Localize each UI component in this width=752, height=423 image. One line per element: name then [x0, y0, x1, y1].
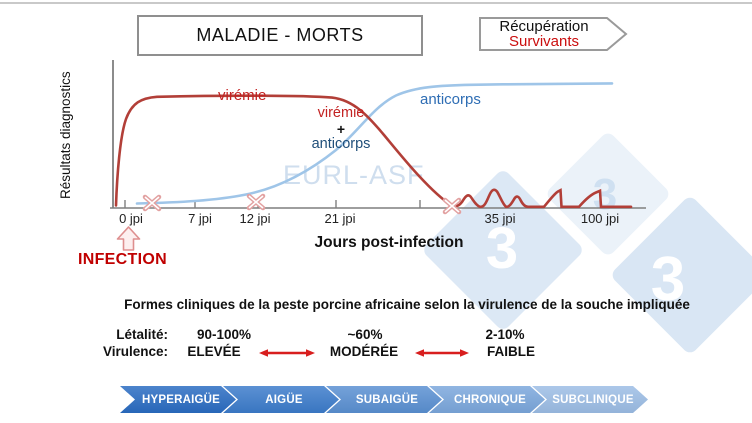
y-axis-label: Résultats diagnostics — [58, 71, 73, 199]
clinical-title: Formes cliniques de la peste porcine afr… — [124, 297, 690, 312]
virulence-value: FAIBLE — [486, 344, 536, 359]
tick-label-0jpi: 0 jpi — [119, 211, 143, 226]
axis-cross-marker — [246, 193, 266, 211]
recuperation-label: Récupération — [499, 17, 589, 35]
virulence-value: ELEVÉE — [187, 344, 241, 359]
lethality-label: Létalité: — [116, 327, 168, 342]
recuperation-arrow-box: Récupération Survivants — [479, 17, 629, 51]
viremia-label: virémie — [317, 105, 365, 121]
top-border-line — [0, 2, 752, 4]
stage-chevron-hyperaigue: HYPERAIGÜE — [120, 386, 236, 413]
viremia-label: virémie — [218, 87, 267, 104]
stage-label: CHRONIQUE — [453, 393, 527, 406]
x-axis-title: Jours post-infection — [314, 234, 464, 251]
eurl-asf-watermark: EURL-ASF — [283, 160, 425, 190]
double-arrow-icon — [259, 349, 315, 357]
axis-cross-marker — [142, 194, 162, 212]
virulence-value: MODÉRÉE — [329, 344, 399, 359]
plus-sign: + — [336, 120, 346, 137]
stage-chevron-aigue: AIGÜE — [223, 386, 339, 413]
maladie-morts-label: MALADIE - MORTS — [196, 25, 364, 45]
stage-chevron-subaigue: SUBAIGÜE — [326, 386, 442, 413]
recuperation-arrow-shape — [479, 17, 628, 51]
lethality-value: 90-100% — [196, 327, 252, 342]
virulence-label: Virulence: — [102, 344, 168, 359]
tick-label-12jpi: 12 jpi — [239, 211, 271, 226]
watermark-digit: 3 — [650, 245, 686, 315]
lethality-value: ~60% — [347, 327, 383, 342]
tick-label-21jpi: 21 jpi — [324, 211, 356, 226]
stage-chevron-subclinique: SUBCLINIQUE — [532, 386, 648, 413]
axis-tick — [124, 200, 421, 208]
stage-label: HYPERAIGÜE — [141, 393, 221, 406]
lethality-value: 2-10% — [485, 327, 525, 342]
watermark-digit: 3 — [485, 216, 519, 282]
double-arrow-icon — [415, 349, 469, 357]
maladie-morts-box: MALADIE - MORTS — [137, 15, 423, 56]
axis-cross-marker — [442, 197, 462, 215]
tick-label-7jpi: 7 jpi — [188, 211, 212, 226]
tick-label-100jpi: 100 jpi — [580, 211, 620, 226]
antibody-label: anticorps — [311, 135, 371, 152]
stage-label: AIGÜE — [265, 393, 303, 406]
survivants-label: Survivants — [508, 33, 580, 50]
stage-label: SUBCLINIQUE — [552, 393, 634, 406]
antibody-label: anticorps — [420, 91, 481, 108]
tick-label-35jpi: 35 jpi — [484, 211, 516, 226]
stage-chevron-chronique: CHRONIQUE — [429, 386, 545, 413]
stage-chevron-bar: HYPERAIGÜE AIGÜE SUBAIGÜE CHRONIQUE SUBC… — [120, 386, 648, 413]
infection-label: INFECTION — [78, 251, 167, 268]
viremia-plus-antibody-label: virémie + anticorps — [312, 106, 371, 151]
stage-label: SUBAIGÜE — [355, 393, 419, 406]
infection-arrow-icon — [116, 226, 141, 251]
